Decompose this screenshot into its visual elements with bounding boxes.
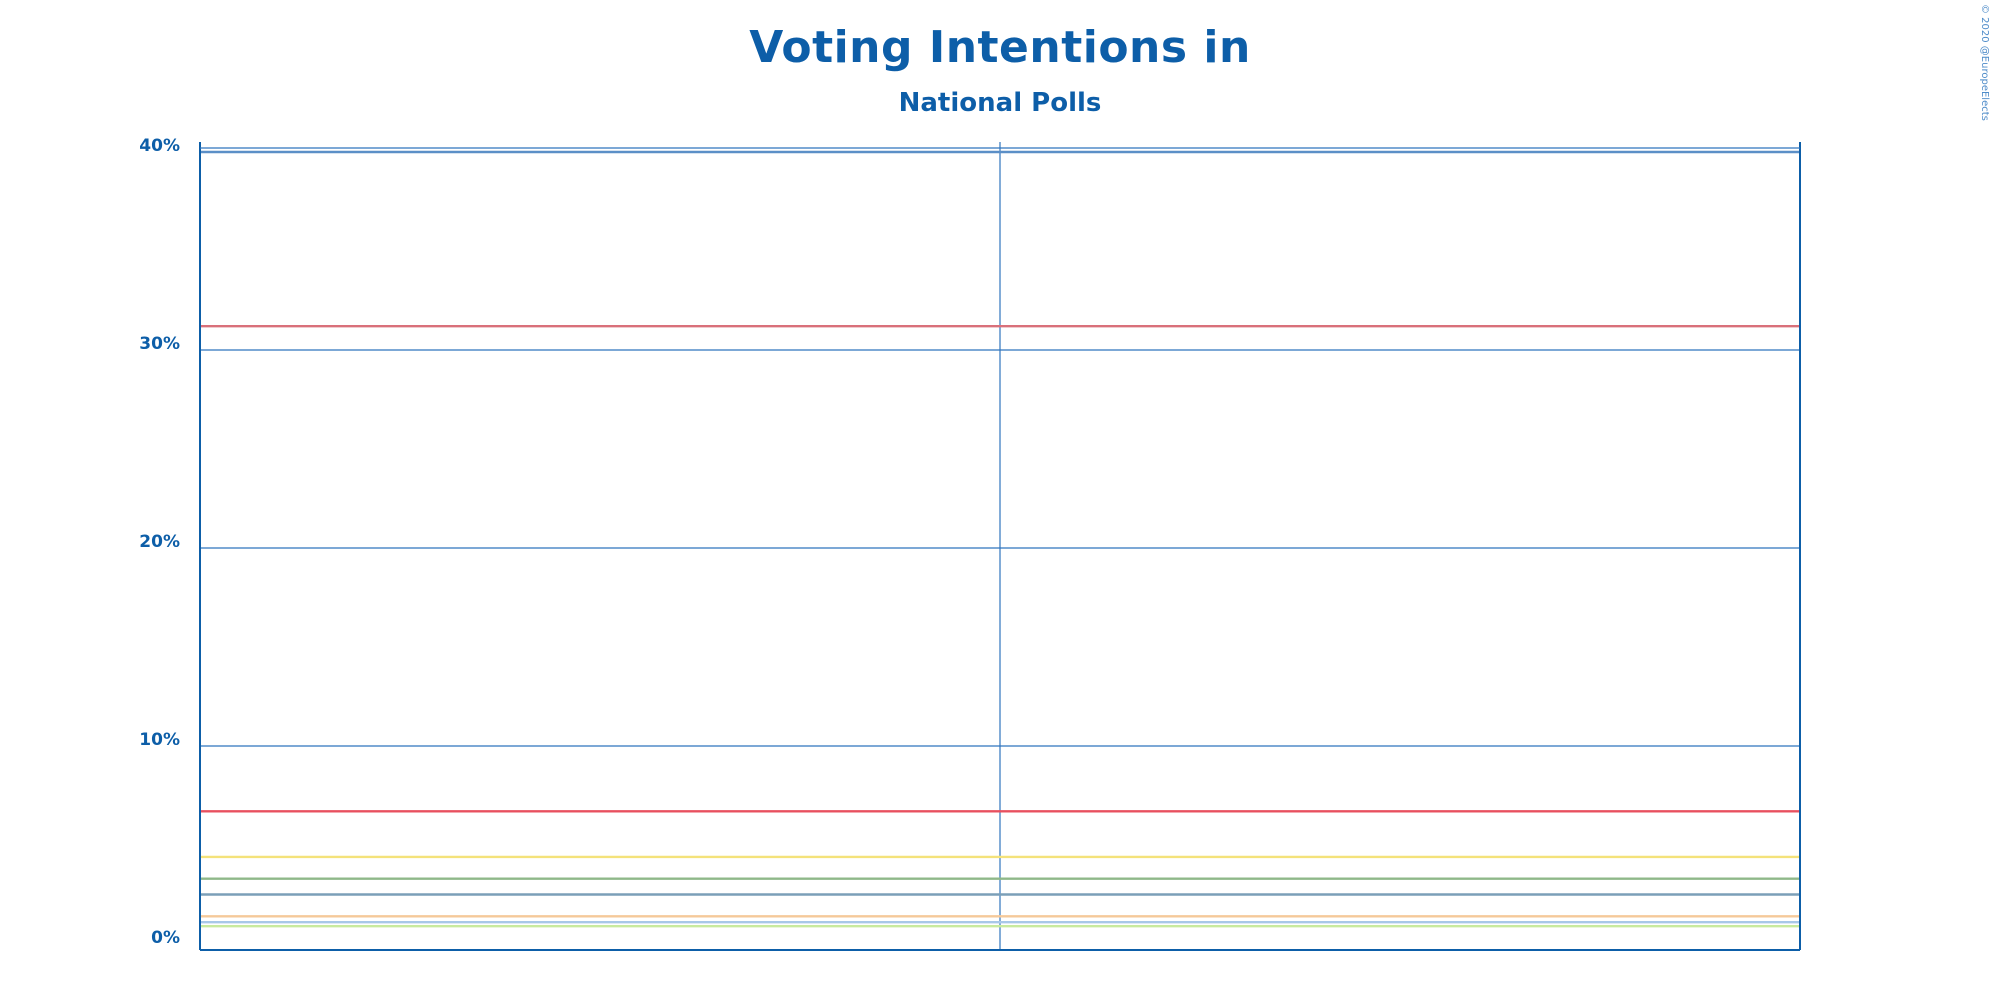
y-tick-label: 10%: [139, 730, 180, 750]
series-layer: [200, 150, 1800, 928]
chart-subtitle: National Polls: [898, 88, 1102, 118]
grid: [200, 142, 1800, 950]
y-tick-labels: 0% 10% 20% 30% 40%: [139, 136, 180, 948]
y-tick-label: 20%: [139, 532, 180, 552]
y-tick-label: 40%: [139, 136, 180, 156]
y-tick-label: 0%: [151, 928, 180, 948]
y-tick-label: 30%: [139, 334, 180, 354]
axes: [199, 142, 1801, 951]
chart-title: Voting Intentions in: [749, 22, 1251, 73]
